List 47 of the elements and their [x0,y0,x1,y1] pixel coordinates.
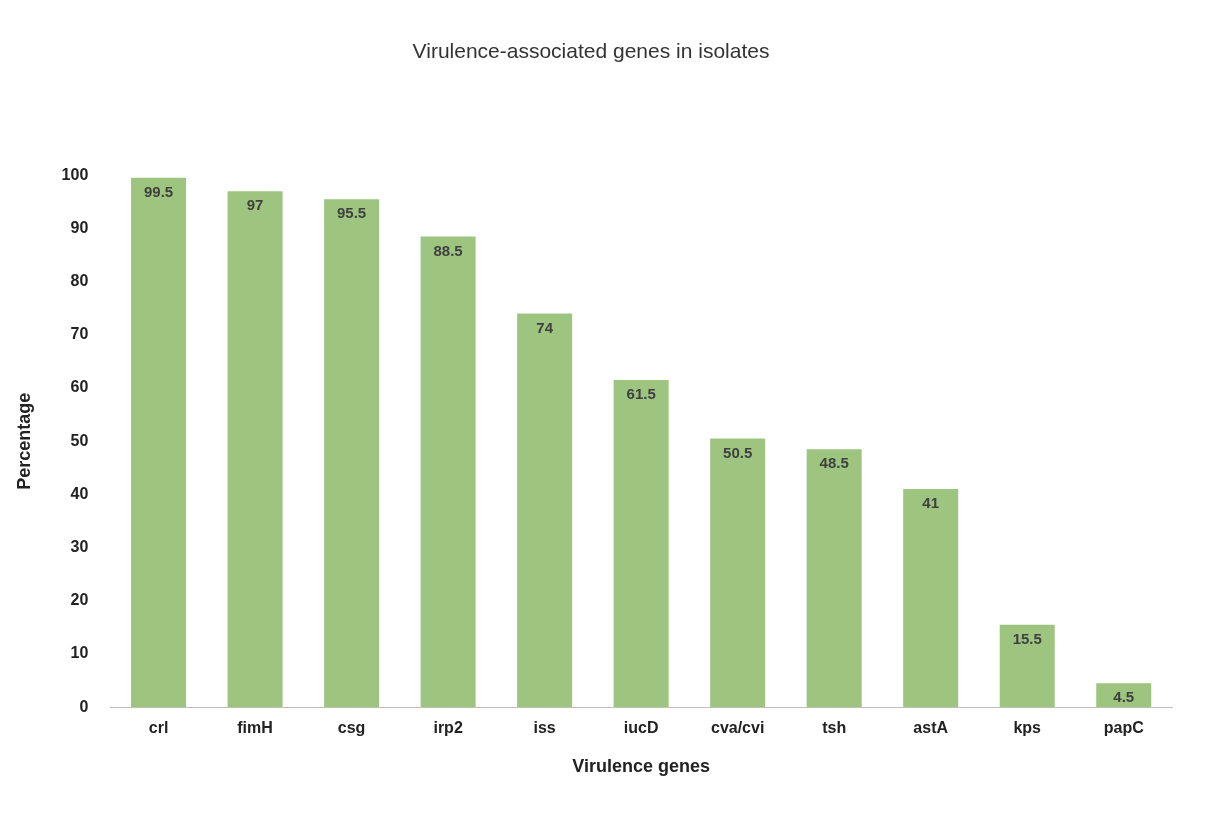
bar [420,236,476,708]
chart-title: Virulence-associated genes in isolates [412,39,770,63]
data-label: 74 [536,318,554,336]
y-axis-title: Percentage [13,392,34,490]
bar [710,438,766,708]
data-label: 48.5 [819,454,849,472]
bar [131,177,187,708]
y-tick-label: 80 [70,272,89,290]
bar [999,624,1055,708]
x-tick-label: tsh [822,719,847,737]
y-tick-label: 100 [61,165,89,183]
bar [613,380,669,708]
y-tick-label: 50 [70,431,89,449]
x-tick-label: crl [148,719,169,737]
data-label: 61.5 [626,385,656,403]
x-tick-label: kps [1013,719,1042,737]
bar [227,191,283,708]
data-label: 4.5 [1113,688,1135,706]
data-label: 95.5 [336,204,367,222]
y-tick-label: 40 [70,484,89,502]
y-tick-label: 30 [70,538,89,556]
x-tick-label: iucD [623,719,659,737]
x-tick-label: cva/cvi [710,719,765,737]
y-tick-label: 90 [70,218,89,236]
bar [324,199,380,708]
data-label: 88.5 [433,241,463,259]
data-label: 97 [246,196,264,214]
bar [517,313,573,708]
data-label: 99.5 [143,183,174,200]
x-tick-label: csg [337,719,366,737]
y-tick-label: 70 [70,325,89,343]
bar [1096,683,1152,708]
y-tick-label: 20 [70,591,89,609]
data-label: 50.5 [723,443,753,461]
x-tick-label: iss [533,719,556,737]
y-tick-label: 0 [79,697,89,715]
x-tick-label: astA [913,719,949,737]
y-tick-label: 10 [70,644,89,662]
x-axis-title: Virulence genes [572,756,711,777]
y-tick-label: 60 [70,378,89,396]
bar [903,489,959,708]
data-label: 41 [922,494,940,512]
x-tick-label: irp2 [433,719,463,737]
x-tick-label: fimH [237,719,273,737]
bar [806,449,862,708]
data-label: 15.5 [1012,629,1042,647]
x-tick-label: papC [1103,719,1145,737]
